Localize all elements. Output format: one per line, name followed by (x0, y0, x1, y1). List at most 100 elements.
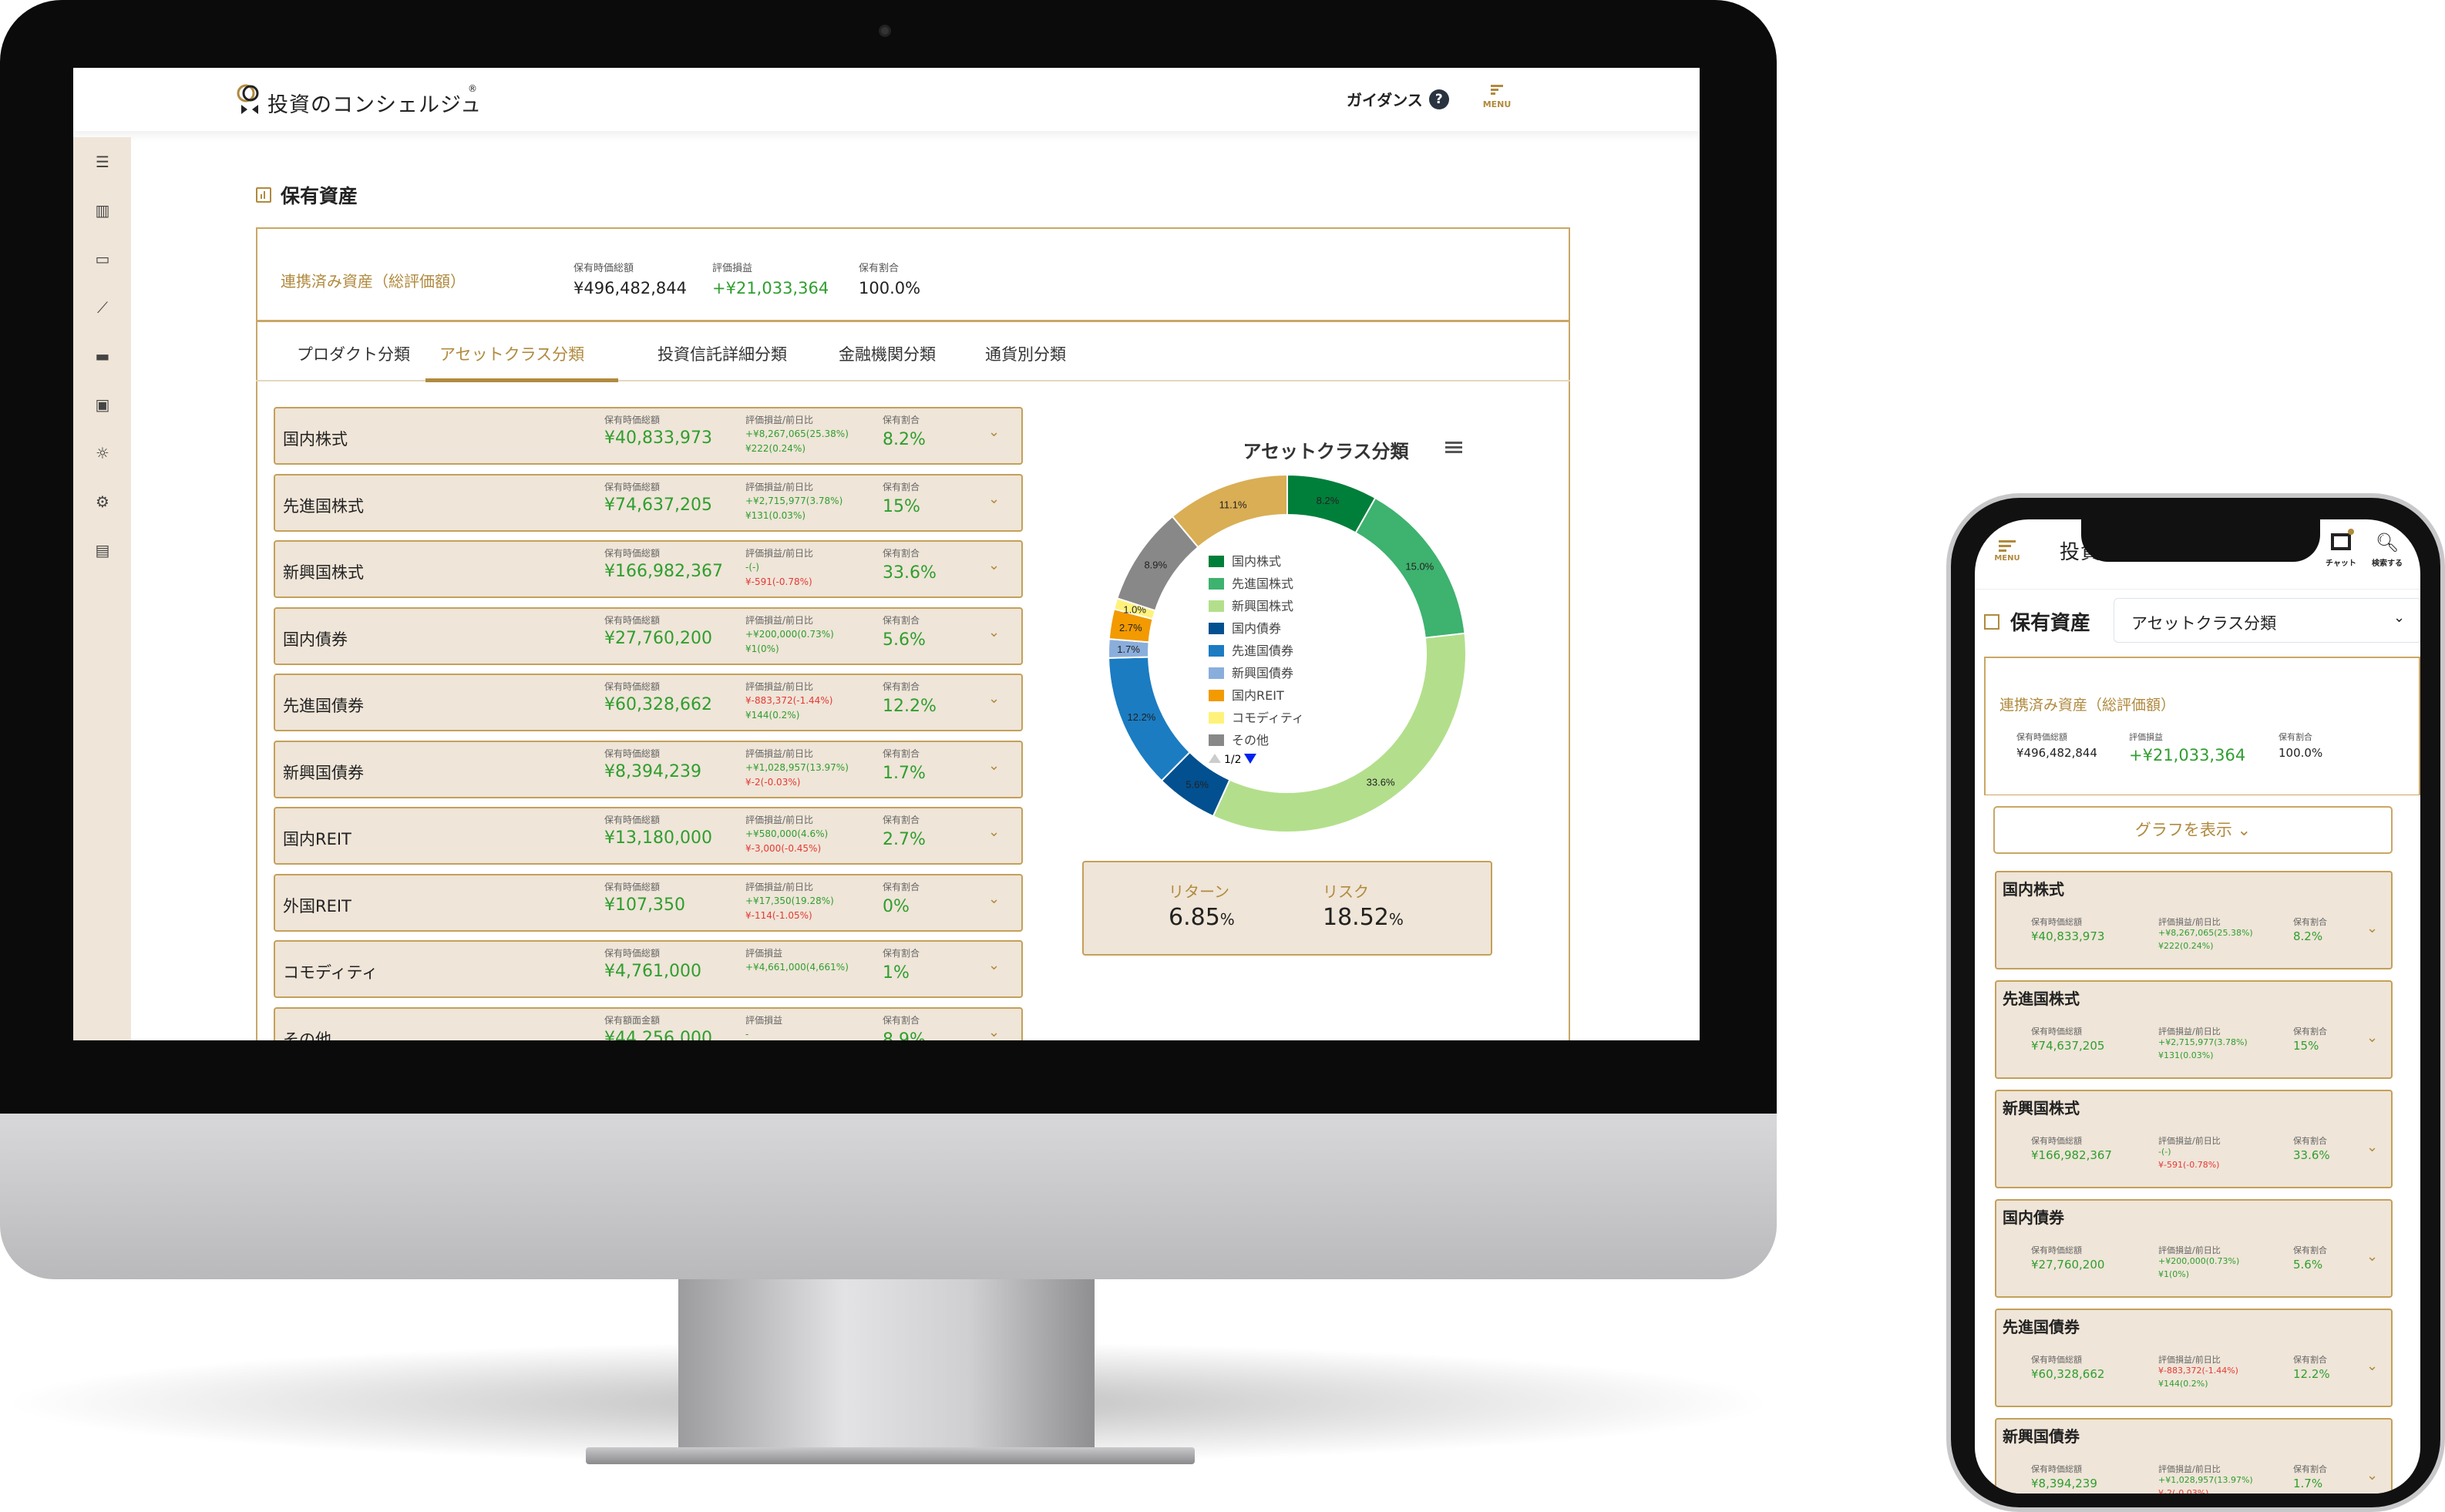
legend-item[interactable]: 新興国株式 (1232, 599, 1293, 613)
asset-name: 国内REIT (283, 830, 351, 848)
tab-0[interactable]: プロダクト分類 (297, 345, 410, 364)
phone-asset-row[interactable]: 新興国株式 保有時価総額 ¥166,982,367 評価損益/前日比 -(-) ¥-591… (1995, 1090, 2393, 1188)
summary-gain-label: 評価損益 (712, 263, 753, 274)
document-icon[interactable]: ▤ (95, 541, 110, 559)
value-label: 保有時価総額 (604, 948, 661, 959)
chevron-down-icon[interactable]: ⌄ (988, 623, 1001, 640)
show-graph-label: グラフを表示 (2134, 821, 2232, 839)
ratio: 1.7% (883, 763, 926, 783)
change-label: 評価損益/前日比 (745, 548, 814, 559)
chat-icon[interactable]: ▬ (95, 347, 110, 365)
phone-asset-row[interactable]: 先進国株式 保有時価総額 ¥74,637,205 評価損益/前日比 +¥2,715,97… (1995, 980, 2393, 1079)
return-label: リターン (1169, 882, 1229, 901)
chart-menu-button[interactable] (1445, 439, 1462, 455)
tab-3[interactable]: 金融機関分類 (839, 345, 936, 364)
chevron-down-icon[interactable]: ⌄ (988, 557, 1001, 573)
ratio-label: 保有割合 (2293, 1026, 2327, 1037)
chat-icon (2330, 529, 2354, 550)
asset-row[interactable]: 国内株式 保有時価総額 ¥40,833,973 評価損益/前日比 +¥8,267,065… (274, 407, 1023, 465)
line-chart-icon[interactable]: ⟋ (97, 298, 108, 317)
phone-summary-card: 連携済み資産（総評価額） 保有時価総額 ¥496,482,844 評価損益 +¥21… (1984, 657, 2420, 795)
legend-next-icon[interactable] (1244, 754, 1256, 764)
asset-row[interactable]: コモディティ 保有時価総額 ¥4,761,000 評価損益 +¥4,661,000(4,… (274, 940, 1023, 998)
ratio-label: 保有割合 (883, 481, 920, 492)
change-label: 評価損益/前日比 (2158, 917, 2221, 927)
gear-icon[interactable]: ⚙ (96, 492, 109, 511)
lightbulb-icon[interactable]: ☼ (96, 444, 109, 462)
ratio: 5.6% (883, 630, 926, 650)
phone-chat-button[interactable]: チャット (2326, 529, 2356, 568)
ratio-label: 保有割合 (2293, 917, 2327, 927)
asset-row[interactable]: その他 保有額面金額 ¥44,256,000 評価損益 - 保有割合 8.9% ⌄ (274, 1006, 1023, 1041)
chevron-down-icon[interactable]: ⌄ (2366, 920, 2379, 936)
phone-search-button[interactable]: 🔍︎ 検索する (2372, 533, 2403, 568)
chevron-down-icon[interactable]: ⌄ (988, 890, 1001, 907)
chevron-down-icon[interactable]: ⌄ (2366, 1248, 2379, 1265)
chevron-down-icon[interactable]: ⌄ (2366, 1467, 2379, 1483)
value-label: 保有時価総額 (2031, 1026, 2082, 1037)
menu-icon (1491, 85, 1503, 95)
menu-icon[interactable]: ☰ (96, 153, 109, 171)
donut-slice[interactable] (1171, 473, 1288, 549)
asset-row[interactable]: 新興国債券 保有時価総額 ¥8,394,239 評価損益/前日比 +¥1,028,957… (274, 740, 1023, 798)
ratio-label: 保有割合 (883, 614, 920, 626)
chevron-down-icon[interactable]: ⌄ (988, 957, 1001, 973)
tab-4[interactable]: 通貨別分類 (985, 345, 1066, 364)
legend-item[interactable]: コモディティ (1232, 711, 1304, 725)
ratio: 33.6% (883, 563, 937, 583)
chevron-down-icon[interactable]: ⌄ (2366, 1139, 2379, 1155)
legend-item[interactable]: 先進国債券 (1232, 643, 1293, 658)
asset-row[interactable]: 新興国株式 保有時価総額 ¥166,982,367 評価損益/前日比 -(-) ¥-591… (274, 540, 1023, 598)
chart-bar-icon[interactable]: ▥ (95, 201, 110, 220)
asset-row[interactable]: 先進国債券 保有時価総額 ¥60,328,662 評価損益/前日比 ¥-883,372(… (274, 674, 1023, 731)
donut-slice[interactable] (1212, 632, 1467, 833)
phone-asset-row[interactable]: 国内株式 保有時価総額 ¥40,833,973 評価損益/前日比 +¥8,267,065… (1995, 871, 2393, 969)
change-total: +¥200,000(0.73%) (745, 628, 834, 640)
classification-select[interactable]: アセットクラス分類 ⌄ (2114, 598, 2420, 643)
asset-name: 国内株式 (283, 430, 348, 449)
value: ¥60,328,662 (604, 695, 712, 714)
tab-2[interactable]: 投資信託詳細分類 (657, 345, 787, 364)
show-graph-button[interactable]: グラフを表示 ⌄ (1993, 806, 2393, 854)
guidance-button[interactable]: ガイダンス ? (1347, 88, 1449, 110)
asset-row[interactable]: 国内REIT 保有時価総額 ¥13,180,000 評価損益/前日比 +¥580,000… (274, 807, 1023, 865)
phone-asset-row[interactable]: 国内債券 保有時価総額 ¥27,760,200 評価損益/前日比 +¥200,000(0… (1995, 1199, 2393, 1298)
chevron-down-icon[interactable]: ⌄ (988, 824, 1001, 840)
return-value: 6.85% (1169, 904, 1235, 931)
phone-asset-row[interactable]: 新興国債券 保有時価総額 ¥8,394,239 評価損益/前日比 +¥1,028,957… (1995, 1418, 2393, 1494)
legend-item[interactable]: 国内債券 (1232, 621, 1281, 636)
legend-item[interactable]: 新興国債券 (1232, 666, 1293, 680)
tab-1[interactable]: アセットクラス分類 (439, 345, 585, 364)
menu-button[interactable]: MENU (1480, 83, 1514, 109)
change-day: ¥-591(-0.78%) (745, 576, 812, 587)
value: ¥44,256,000 (604, 1028, 712, 1041)
change-total: - (745, 1028, 749, 1040)
phone-menu-button[interactable]: MENU (1992, 527, 2023, 585)
phone-asset-row[interactable]: 先進国債券 保有時価総額 ¥60,328,662 評価損益/前日比 ¥-883,372(… (1995, 1309, 2393, 1407)
risk-number: 18.52 (1323, 904, 1389, 931)
credit-card-icon[interactable]: ▭ (95, 250, 110, 268)
legend-item[interactable]: 先進国株式 (1232, 576, 1293, 591)
legend-item[interactable]: 国内REIT (1232, 688, 1284, 703)
chevron-down-icon[interactable]: ⌄ (988, 690, 1001, 707)
value: ¥27,760,200 (604, 628, 712, 648)
value-label: 保有時価総額 (604, 481, 661, 492)
value: ¥107,350 (604, 895, 685, 915)
legend-item[interactable]: その他 (1232, 733, 1269, 748)
chevron-down-icon[interactable]: ⌄ (2366, 1030, 2379, 1046)
asset-row[interactable]: 外国REIT 保有時価総額 ¥107,350 評価損益/前日比 +¥17,350(19.… (274, 873, 1023, 932)
legend-prev-icon[interactable] (1209, 754, 1221, 763)
change-total: +¥17,350(19.28%) (745, 895, 834, 906)
chevron-down-icon[interactable]: ⌄ (988, 757, 1001, 774)
chevron-down-icon[interactable]: ⌄ (2366, 1358, 2379, 1374)
contact-card-icon[interactable]: ▣ (95, 395, 110, 414)
asset-name: 国内債券 (283, 630, 348, 649)
chevron-down-icon[interactable]: ⌄ (988, 490, 1001, 507)
ratio-label: 保有割合 (883, 548, 920, 559)
chevron-down-icon[interactable]: ⌄ (988, 1023, 1001, 1040)
chevron-down-icon[interactable]: ⌄ (988, 424, 1001, 440)
legend-item[interactable]: 国内株式 (1232, 554, 1281, 569)
asset-row[interactable]: 国内債券 保有時価総額 ¥27,760,200 評価損益/前日比 +¥200,000(0… (274, 606, 1023, 665)
asset-row[interactable]: 先進国株式 保有時価総額 ¥74,637,205 評価損益/前日比 +¥2,715,97… (274, 473, 1023, 532)
change-day: ¥-114(-1.05%) (745, 909, 812, 921)
